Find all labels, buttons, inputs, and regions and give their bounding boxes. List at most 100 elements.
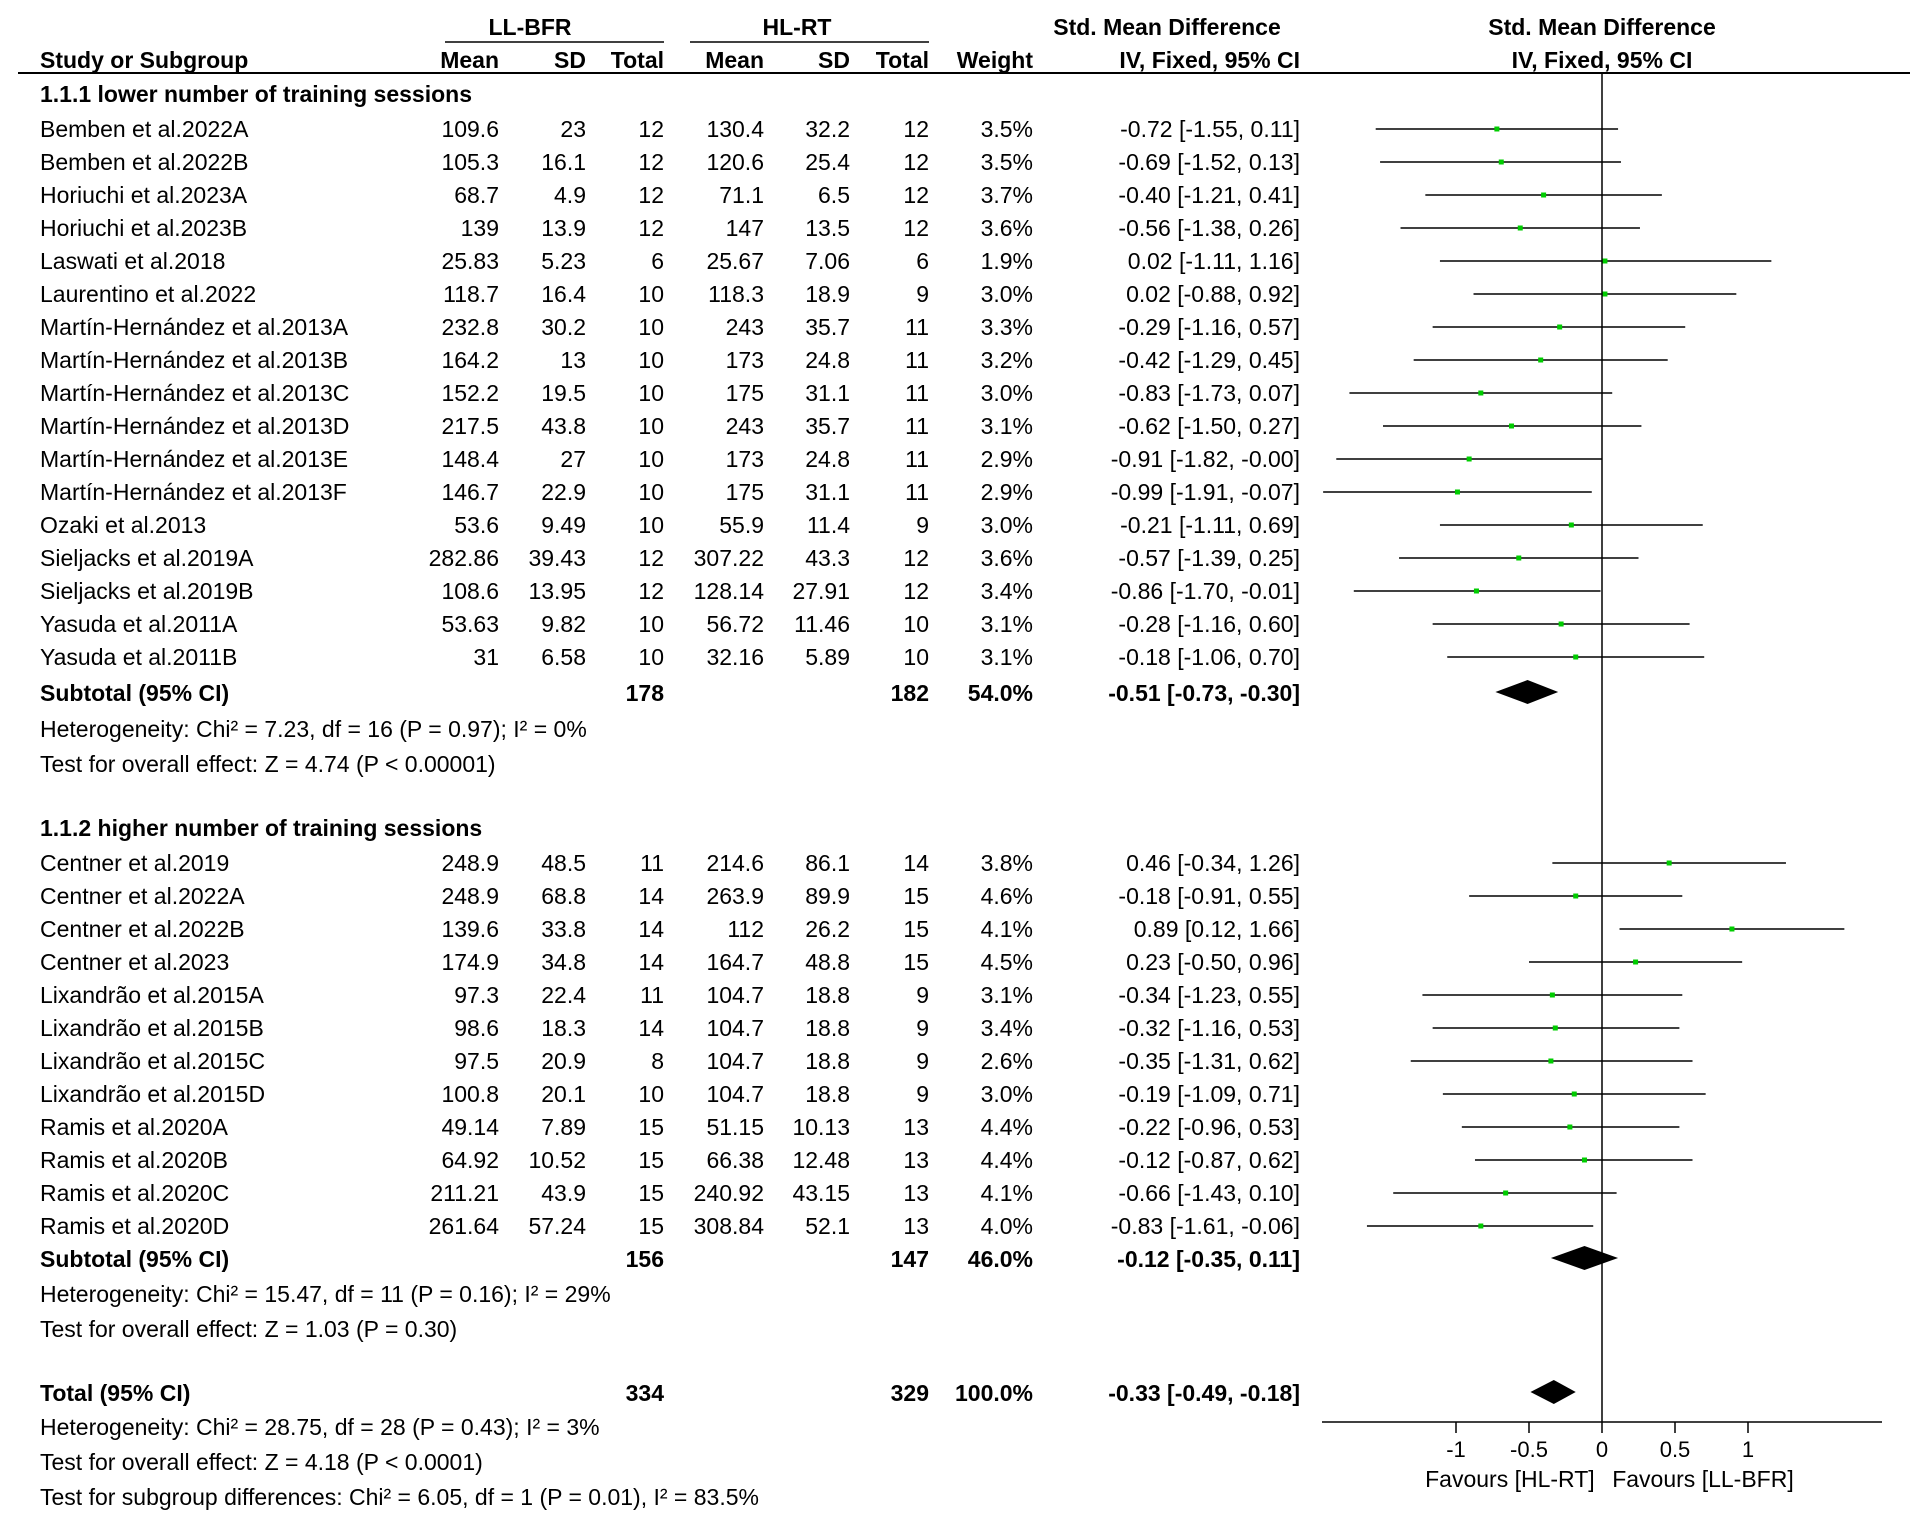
plot-title-header: Std. Mean Difference [1488,14,1716,40]
ll-bfr-total: 12 [638,578,664,604]
footer-statistic: Test for subgroup differences: Chi² = 6.… [40,1484,759,1510]
study-name: Centner et al.2019 [40,850,229,876]
hl-rt-total: 14 [903,850,929,876]
study-weight: 3.6% [981,545,1033,571]
ll-bfr-total: 15 [638,1147,664,1173]
ll-bfr-total: 10 [638,314,664,340]
study-name: Lixandrão et al.2015B [40,1015,264,1041]
summary-hl-rt-total: 329 [891,1380,929,1406]
ll-bfr-total: 10 [638,479,664,505]
ll-bfr-sd: 9.82 [541,611,586,637]
point-estimate [1516,555,1522,561]
summary-label: Subtotal (95% CI) [40,680,229,706]
point-estimate [1633,959,1639,965]
ll-bfr-mean: 25.83 [441,248,499,274]
study-effect-ci: -0.29 [-1.16, 0.57] [1118,314,1300,340]
study-effect-ci: 0.02 [-0.88, 0.92] [1126,281,1300,307]
hl-rt-sd: 32.2 [805,116,850,142]
hl-rt-mean: 120.6 [706,149,764,175]
effect-method-header: IV, Fixed, 95% CI [1119,47,1300,73]
study-weight: 3.1% [981,413,1033,439]
ll-bfr-sd: 23 [560,116,586,142]
ll-bfr-mean: 49.14 [441,1114,499,1140]
study-effect-ci: -0.18 [-1.06, 0.70] [1118,644,1300,670]
ll-bfr-sd: 43.9 [541,1180,586,1206]
study-weight: 1.9% [981,248,1033,274]
ll-bfr-total: 11 [640,850,664,876]
ll-bfr-sd: 33.8 [541,916,586,942]
ll-bfr-sd: 30.2 [541,314,586,340]
favours-hl-rt-label: Favours [HL-RT] [1425,1466,1595,1492]
x-tick-label: -1 [1446,1437,1466,1462]
ll-bfr-sd: 22.4 [541,982,586,1008]
hl-rt-sd: 13.5 [805,215,850,241]
hl-rt-total: 10 [903,644,929,670]
hl-rt-total: 13 [903,1147,929,1173]
study-effect-ci: -0.12 [-0.87, 0.62] [1118,1147,1300,1173]
point-estimate [1466,456,1472,462]
summary-effect-ci: -0.51 [-0.73, -0.30] [1108,680,1300,706]
ll-bfr-sd: 7.89 [541,1114,586,1140]
hl-rt-mean: 66.38 [706,1147,764,1173]
study-name: Sieljacks et al.2019A [40,545,254,571]
study-name: Horiuchi et al.2023B [40,215,247,241]
ll-bfr-total: 11 [640,982,664,1008]
study-effect-ci: -0.83 [-1.61, -0.06] [1111,1213,1300,1239]
point-estimate [1478,390,1484,396]
ll-bfr-mean: 211.21 [430,1180,499,1206]
mean2-column-header: Mean [705,47,764,73]
hl-rt-sd: 24.8 [805,347,850,373]
ll-bfr-mean: 148.4 [441,446,499,472]
ll-bfr-mean: 64.92 [441,1147,499,1173]
study-name: Ramis et al.2020D [40,1213,229,1239]
hl-rt-sd: 18.8 [805,982,850,1008]
summary-diamond [1550,1246,1619,1270]
study-name: Bemben et al.2022B [40,149,248,175]
study-weight: 3.1% [981,611,1033,637]
hl-rt-sd: 35.7 [805,314,850,340]
study-name: Centner et al.2022B [40,916,245,942]
x-tick-label: 0.5 [1660,1437,1691,1462]
ll-bfr-sd: 16.4 [541,281,586,307]
summary-weight: 46.0% [968,1246,1033,1272]
ll-bfr-mean: 248.9 [441,883,499,909]
hl-rt-total: 11 [905,380,929,406]
ll-bfr-sd: 68.8 [541,883,586,909]
study-name: Ramis et al.2020C [40,1180,229,1206]
study-weight: 3.1% [981,982,1033,1008]
study-effect-ci: -0.40 [-1.21, 0.41] [1118,182,1300,208]
hl-rt-total: 6 [916,248,929,274]
point-estimate [1558,621,1564,627]
hl-rt-total: 13 [903,1213,929,1239]
hl-rt-total: 11 [905,347,929,373]
hl-rt-mean: 263.9 [706,883,764,909]
hl-rt-total: 9 [916,512,929,538]
ll-bfr-total: 12 [638,116,664,142]
summary-effect-ci: -0.12 [-0.35, 0.11] [1117,1246,1300,1272]
study-effect-ci: -0.57 [-1.39, 0.25] [1118,545,1300,571]
point-estimate [1571,1091,1577,1097]
hl-rt-total: 12 [903,578,929,604]
x-tick-label: 0 [1596,1437,1608,1462]
study-weight: 3.0% [981,380,1033,406]
hl-rt-sd: 89.9 [805,883,850,909]
study-weight: 2.9% [981,446,1033,472]
hl-rt-mean: 104.7 [706,1015,764,1041]
ll-bfr-mean: 118.7 [443,281,499,307]
ll-bfr-sd: 4.9 [554,182,586,208]
point-estimate [1602,258,1608,264]
ll-bfr-total: 10 [638,611,664,637]
summary-hl-rt-total: 182 [891,680,929,706]
hl-rt-sd: 86.1 [805,850,850,876]
study-effect-ci: -0.83 [-1.73, 0.07] [1118,380,1300,406]
hl-rt-sd: 18.8 [805,1048,850,1074]
hl-rt-sd: 26.2 [805,916,850,942]
hl-rt-mean: 104.7 [706,1081,764,1107]
sd2-column-header: SD [818,47,850,73]
study-weight: 4.4% [981,1147,1033,1173]
point-estimate [1478,1223,1484,1229]
ll-bfr-total: 15 [638,1114,664,1140]
hl-rt-sd: 48.8 [805,949,850,975]
summary-label: Total (95% CI) [40,1380,190,1406]
